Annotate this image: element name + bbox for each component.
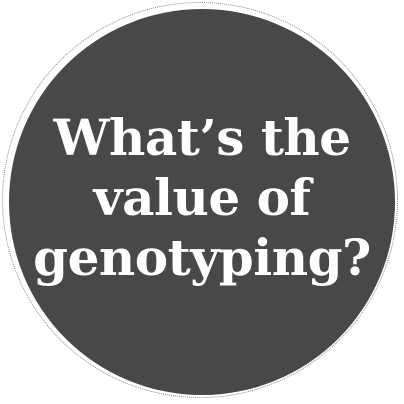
badge-heading-line-1: What’s the [53,108,351,167]
badge-heading: What’s the value of genotyping? [33,108,371,296]
badge-heading-line-2: value of [93,168,311,227]
badge-heading-line-3: genotyping? [33,228,371,287]
badge-circle: What’s the value of genotyping? [9,9,395,395]
